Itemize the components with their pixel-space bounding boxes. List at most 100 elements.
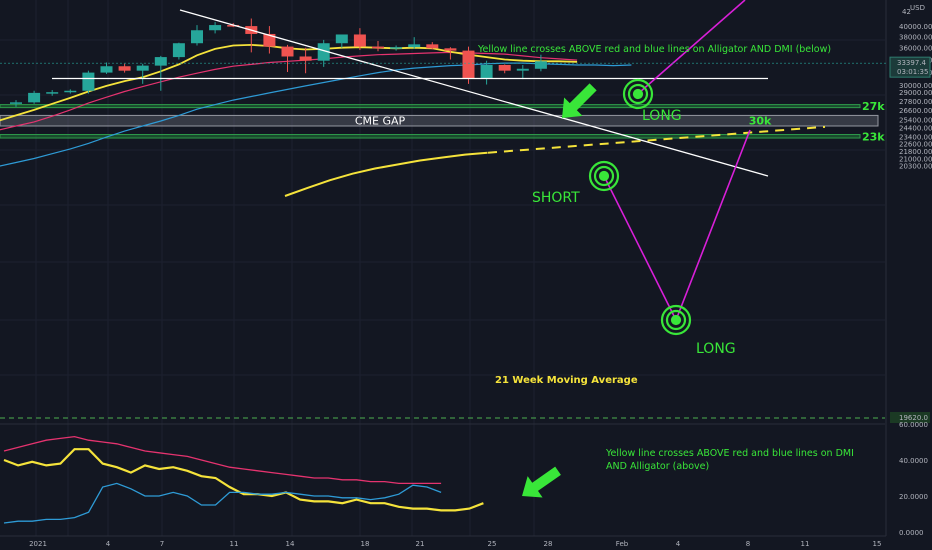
price-tick-label: 24400.00 (899, 125, 932, 133)
ma21-projection (487, 125, 826, 154)
target-icon (660, 304, 692, 336)
zone-30k-label: 30k (749, 115, 772, 128)
candle-body (100, 66, 113, 73)
long-top-label: LONG (642, 108, 682, 124)
time-tick-label: 4 (676, 540, 681, 548)
candle-body (498, 65, 511, 71)
time-tick-label: 2021 (29, 540, 47, 548)
price-tick-label: 30000.00 (899, 82, 932, 90)
long-path-top (639, 0, 746, 93)
dmi-line (3, 435, 442, 485)
candle-body (10, 102, 22, 104)
candle-body (154, 57, 167, 66)
time-tick-label: 18 (361, 540, 370, 548)
price-tick-label: 26600.00 (899, 107, 932, 115)
candle-body (408, 44, 421, 48)
cme-gap-label: CME GAP (355, 115, 406, 128)
ma21-line (284, 151, 488, 197)
candle-body (462, 50, 475, 79)
price-tick-label: 22600.00 (899, 140, 932, 148)
ma21-label: 21 Week Moving Average (495, 375, 638, 386)
price-tick-label: 36000.00 (899, 45, 932, 53)
price-tick-label: 25400.00 (899, 116, 932, 124)
dmi-tick-label: 20.0000 (899, 493, 928, 501)
candle-body (64, 90, 77, 93)
price-tick-label: 29000.00 (899, 89, 932, 97)
level-tag-value: 19620.0 (899, 414, 928, 422)
candle-body (28, 92, 41, 103)
price-tag-value: 33397.4 (897, 59, 926, 67)
price-unit-label: USD (910, 4, 925, 12)
time-tick-label: 11 (230, 540, 239, 548)
dmi-tick-label: 60.0000 (899, 421, 928, 429)
time-tick-label: 14 (286, 540, 295, 548)
short-label: SHORT (532, 190, 580, 206)
candle-body (335, 34, 348, 44)
candle-body (118, 66, 131, 71)
dmi-panel (0, 423, 885, 524)
candle-body (534, 61, 547, 69)
candle-body (263, 33, 276, 47)
price-tag-countdown: 03:01:35 (897, 68, 928, 76)
candle-body (480, 65, 493, 79)
dmi-tick-label: 0.0000 (899, 529, 924, 537)
bottom-note-2: AND Alligator (above) (606, 461, 709, 472)
dmi-line (3, 482, 442, 524)
candle-body (136, 65, 149, 71)
price-tick-label: 38000.00 (899, 34, 932, 42)
time-tick-label: 8 (746, 540, 750, 548)
candle-body (426, 44, 439, 49)
arrow-icon (522, 466, 561, 498)
price-tick-label: 21800.00 (899, 148, 932, 156)
candle-body (516, 68, 529, 71)
candle-body (227, 25, 240, 27)
top-note: Yellow line crosses ABOVE red and blue l… (477, 44, 831, 55)
zone-2 (0, 134, 861, 139)
price-tick-label: 20300.00 (899, 162, 932, 170)
dmi-tick-label: 40.0000 (899, 457, 928, 465)
long-bottom-label: LONG (696, 341, 736, 357)
candle-body (209, 25, 222, 31)
time-tick-label: 11 (801, 540, 810, 548)
price-tick-label: 23400.00 (899, 133, 932, 141)
candle-body (372, 46, 384, 49)
zone-1 (0, 114, 879, 127)
zone-label: 27k (862, 100, 885, 113)
price-tick-label: 40000.00 (899, 23, 932, 31)
candles (10, 18, 547, 107)
candle-body (172, 43, 185, 58)
level-tag-bg (890, 412, 930, 423)
zones: 27k CME GAP 30k 23k (0, 100, 885, 419)
time-tick-label: 25 (488, 540, 497, 548)
drawings: LONG SHORT LONG Yellow line crosses ABOVE r… (52, 0, 854, 498)
candle-body (46, 92, 59, 94)
candle-body (299, 56, 312, 61)
target-icon (622, 78, 654, 110)
price-tag-bg (889, 56, 931, 78)
target-icon (588, 160, 620, 192)
time-tick-label: 7 (160, 540, 164, 548)
zone-0 (0, 104, 861, 109)
candle-body (353, 34, 366, 47)
time-tick-label: Feb (616, 540, 629, 548)
price-tick-label: 21000.00 (899, 156, 932, 164)
candle-body (82, 72, 95, 91)
price-tick-label: 27800.00 (899, 98, 932, 106)
trendline (179, 9, 769, 177)
candle-body (281, 46, 294, 57)
time-axis-bg (0, 536, 932, 550)
time-tick-label: 15 (873, 540, 882, 548)
time-tick-label: 28 (544, 540, 553, 548)
time-tick-label: 4 (106, 540, 111, 548)
bottom-note-1: Yellow line crosses ABOVE red and blue l… (605, 448, 854, 459)
arrow-icon (562, 83, 597, 118)
zone-label: 23k (862, 130, 885, 143)
price-top-tick: 42 (902, 8, 911, 16)
candle-body (317, 43, 330, 61)
candle-body (444, 48, 457, 51)
time-tick-label: 21 (416, 540, 425, 548)
